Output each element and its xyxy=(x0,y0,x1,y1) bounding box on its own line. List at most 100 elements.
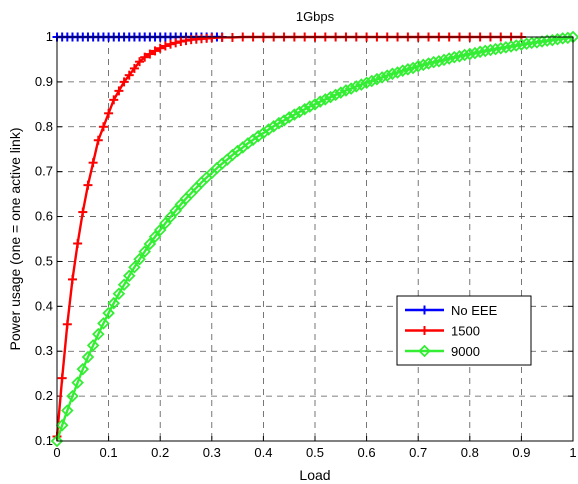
data-point-9000 xyxy=(92,327,105,341)
data-point-9000 xyxy=(546,33,559,47)
data-point-9000 xyxy=(525,36,538,50)
data-point-9000 xyxy=(509,39,523,52)
data-point-1500 xyxy=(207,33,217,43)
data-point-1500 xyxy=(129,63,139,73)
data-point-9000 xyxy=(401,63,415,76)
data-point-9000 xyxy=(530,36,544,49)
data-point-9000 xyxy=(432,54,446,68)
data-point-9000 xyxy=(396,64,409,77)
data-point-9000 xyxy=(494,41,508,55)
x-tick-label: 0.8 xyxy=(461,445,479,460)
data-point-9000 xyxy=(365,74,379,88)
data-point-9000 xyxy=(143,237,157,251)
data-point-9000 xyxy=(334,86,348,99)
data-point-9000 xyxy=(484,43,497,57)
data-point-9000 xyxy=(164,210,177,224)
data-point-1500 xyxy=(88,158,98,168)
data-point-9000 xyxy=(386,67,399,81)
y-tick-label: 0.8 xyxy=(35,119,53,134)
y-tick-label: 0.4 xyxy=(35,298,53,313)
data-point-9000 xyxy=(458,48,471,62)
legend-entry-no-eee: No EEE xyxy=(405,303,498,318)
data-point-9000 xyxy=(107,296,121,310)
x-tick-label: 0.6 xyxy=(358,445,376,460)
data-point-9000 xyxy=(66,389,79,403)
data-point-9000 xyxy=(148,230,162,244)
data-point-1500 xyxy=(135,57,145,67)
data-point-9000 xyxy=(324,90,337,104)
data-point-9000 xyxy=(133,252,146,266)
data-point-9000 xyxy=(313,95,327,108)
data-point-9000 xyxy=(448,50,461,64)
data-point-9000 xyxy=(422,57,435,70)
data-point-1500 xyxy=(67,274,77,284)
data-point-9000 xyxy=(417,58,430,72)
data-point-9000 xyxy=(370,72,384,86)
data-point-1500 xyxy=(78,207,88,217)
data-point-9000 xyxy=(535,35,549,48)
series-line-1500 xyxy=(55,35,522,437)
data-point-9000 xyxy=(251,129,265,143)
data-point-9000 xyxy=(319,93,332,106)
data-point-9000 xyxy=(499,41,513,54)
data-point-9000 xyxy=(540,34,554,47)
data-point-9000 xyxy=(293,105,306,119)
data-point-9000 xyxy=(411,59,425,73)
data-point-1500 xyxy=(83,180,93,190)
data-point-9000 xyxy=(453,50,466,63)
data-point-9000 xyxy=(61,404,74,417)
data-point-9000 xyxy=(339,84,353,97)
data-point-9000 xyxy=(437,53,451,67)
data-point-1500 xyxy=(109,95,119,105)
x-tick-label: 1 xyxy=(569,445,576,460)
legend-label: No EEE xyxy=(451,303,498,318)
data-point-1500 xyxy=(155,43,165,53)
y-tick-label: 0.2 xyxy=(35,388,53,403)
data-point-9000 xyxy=(391,66,404,79)
data-point-9000 xyxy=(427,55,440,69)
data-point-9000 xyxy=(355,78,368,91)
data-point-9000 xyxy=(277,114,291,127)
data-point-9000 xyxy=(489,42,502,56)
data-point-9000 xyxy=(515,38,528,51)
data-point-1500 xyxy=(104,108,114,118)
y-tick-label: 0.1 xyxy=(35,433,53,448)
data-point-9000 xyxy=(406,61,420,75)
data-point-1500 xyxy=(166,39,176,49)
series-9000 xyxy=(50,30,578,448)
data-point-9000 xyxy=(282,111,296,124)
data-point-9000 xyxy=(122,269,136,283)
data-point-9000 xyxy=(288,108,301,121)
x-tick-label: 0 xyxy=(53,445,60,460)
data-point-1500 xyxy=(98,122,108,132)
grid xyxy=(57,37,573,441)
legend-label: 9000 xyxy=(451,344,480,359)
data-point-9000 xyxy=(267,120,280,133)
y-tick-label: 0.6 xyxy=(35,209,53,224)
series-1500 xyxy=(52,32,526,442)
data-point-1500 xyxy=(73,238,83,248)
data-point-9000 xyxy=(375,71,389,84)
x-tick-label: 0.7 xyxy=(409,445,427,460)
data-point-9000 xyxy=(479,44,492,58)
data-point-1500 xyxy=(114,86,124,96)
data-point-9000 xyxy=(55,419,69,432)
data-point-9000 xyxy=(169,204,182,217)
data-point-1500 xyxy=(140,52,150,62)
data-point-9000 xyxy=(504,40,518,53)
chart-title: 1Gbps xyxy=(296,9,335,24)
y-tick-label: 1 xyxy=(46,29,53,44)
x-axis-title: Load xyxy=(299,467,330,483)
data-point-9000 xyxy=(344,82,358,95)
data-point-9000 xyxy=(303,100,317,113)
y-tick-label: 0.5 xyxy=(35,253,53,268)
data-point-9000 xyxy=(153,223,167,237)
data-point-9000 xyxy=(50,434,64,448)
y-tick-label: 0.7 xyxy=(35,164,53,179)
x-tick-label: 0.9 xyxy=(512,445,530,460)
x-tick-label: 0.3 xyxy=(203,445,221,460)
data-point-9000 xyxy=(473,45,487,59)
data-point-1500 xyxy=(145,49,155,59)
